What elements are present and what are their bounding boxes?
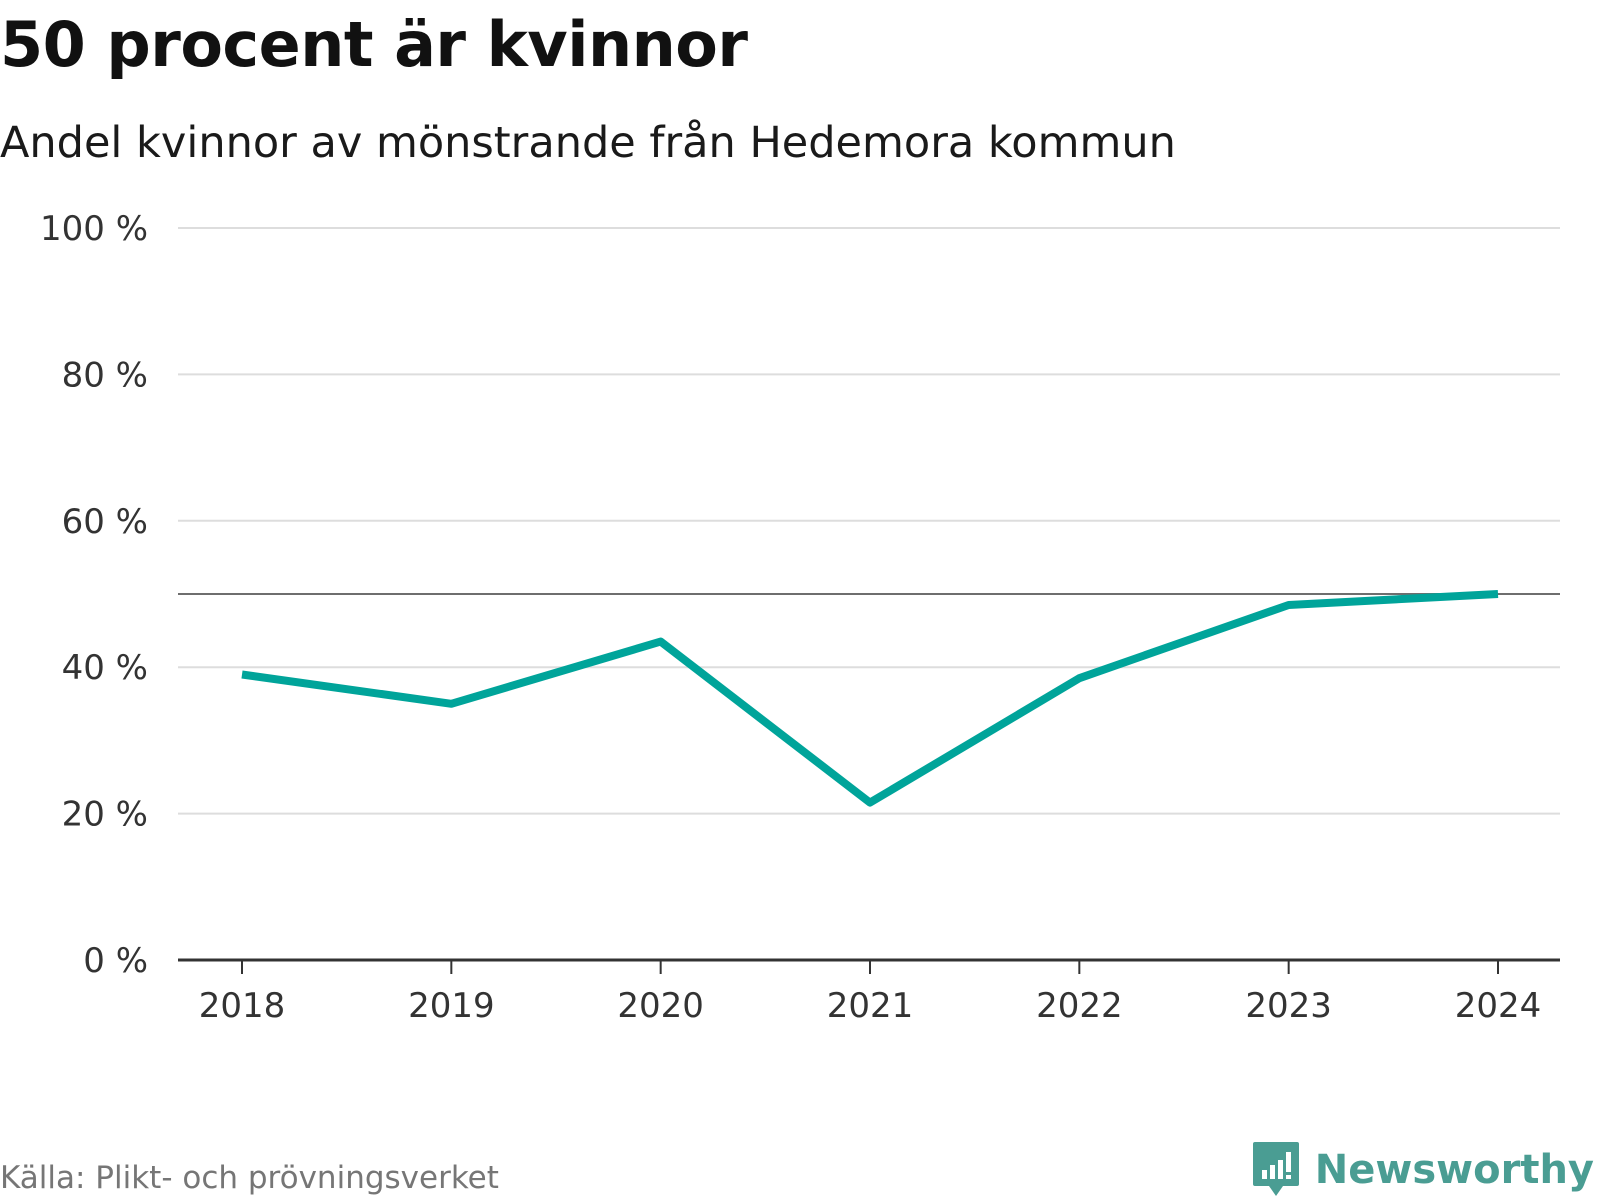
x-tick-label: 2022 bbox=[1036, 986, 1123, 1026]
chart-title: 50 procent är kvinnor bbox=[0, 8, 748, 81]
x-tick-label: 2020 bbox=[617, 986, 704, 1026]
brand-name: Newsworthy bbox=[1314, 1147, 1594, 1193]
chart-subtitle: Andel kvinnor av mönstrande från Hedemor… bbox=[0, 118, 1176, 168]
line-chart: 0 % 20 % 40 % 60 % 80 % 100 % 2018 2019 2020 2021… bbox=[40, 209, 1560, 1026]
y-tick-label: 60 % bbox=[62, 502, 148, 542]
source-note: Källa: Plikt- och prövningsverket bbox=[0, 1160, 499, 1196]
x-tick-label: 2023 bbox=[1245, 986, 1332, 1026]
y-tick-label: 0 % bbox=[83, 941, 148, 981]
y-tick-label: 100 % bbox=[40, 209, 148, 249]
y-tick-label: 40 % bbox=[62, 648, 148, 688]
brand-logo: Newsworthy bbox=[1251, 1140, 1594, 1200]
x-tick-label: 2024 bbox=[1455, 986, 1542, 1026]
newsworthy-logo-icon bbox=[1252, 1142, 1299, 1196]
series-line bbox=[241, 590, 1499, 807]
x-tick-label: 2019 bbox=[408, 986, 495, 1026]
y-tick-label: 80 % bbox=[62, 355, 148, 395]
y-tick-label: 20 % bbox=[62, 795, 148, 835]
x-tick-label: 2021 bbox=[827, 986, 914, 1026]
x-tick-label: 2018 bbox=[199, 986, 286, 1026]
